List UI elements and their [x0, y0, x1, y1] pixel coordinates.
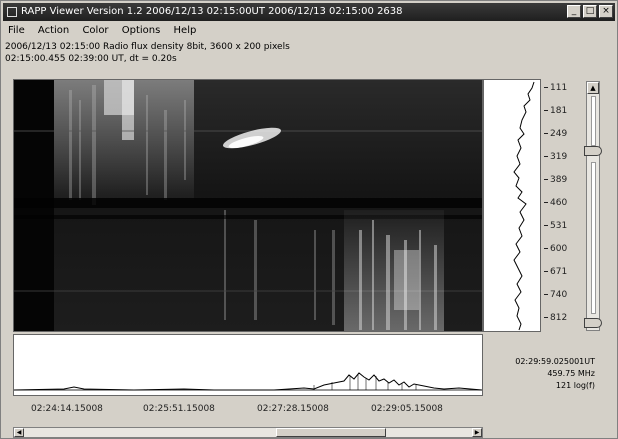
- maximize-button[interactable]: □: [583, 5, 597, 18]
- menu-action[interactable]: Action: [37, 25, 70, 36]
- menu-help[interactable]: Help: [173, 25, 197, 36]
- x-tick: 02:27:28.15008: [257, 404, 329, 414]
- x-tick: 02:29:05.15008: [371, 404, 443, 414]
- close-button[interactable]: ×: [599, 5, 613, 18]
- spectral-profile-plot: [513, 81, 535, 331]
- slider-track-upper: [591, 96, 596, 146]
- y-tick: 111: [544, 83, 567, 93]
- spectrogram-panel[interactable]: [13, 79, 483, 332]
- slider-thumb-upper[interactable]: [584, 146, 602, 156]
- menu-color[interactable]: Color: [82, 25, 109, 36]
- arrow-up-icon[interactable]: ▲: [587, 82, 599, 94]
- readout-frequency: 459.75 MHz: [547, 369, 595, 378]
- vertical-slider[interactable]: ▲: [584, 81, 602, 331]
- y-tick: 249: [544, 129, 567, 139]
- scrollbar-thumb[interactable]: [276, 428, 386, 437]
- arrow-right-icon[interactable]: ▶: [472, 428, 482, 437]
- x-tick: 02:25:51.15008: [143, 404, 215, 414]
- light-curve-panel[interactable]: [13, 334, 483, 396]
- minimize-button[interactable]: _: [567, 5, 581, 18]
- window-title: RAPP Viewer Version 1.2 2006/12/13 02:15…: [21, 6, 403, 17]
- readout-value: 121 log(f): [555, 381, 595, 390]
- spectrogram-image: [14, 80, 482, 331]
- y-tick: 531: [544, 221, 567, 231]
- x-tick: 02:24:14.15008: [31, 404, 103, 414]
- menu-options[interactable]: Options: [121, 25, 161, 36]
- menu-bar: File Action Color Options Help: [3, 22, 615, 40]
- menu-file[interactable]: File: [8, 25, 25, 36]
- y-tick: 389: [544, 175, 567, 185]
- light-curve-plot: [13, 372, 483, 391]
- y-tick: 812: [544, 313, 567, 323]
- arrow-left-icon[interactable]: ◀: [14, 428, 24, 437]
- app-icon: [7, 7, 17, 17]
- y-tick: 319: [544, 152, 567, 162]
- frequency-axis: 111 181 249 319 389 460 531 600 671 740 …: [542, 79, 582, 332]
- y-tick: 671: [544, 267, 567, 277]
- slider-thumb-lower[interactable]: [584, 318, 602, 328]
- y-tick: 600: [544, 244, 567, 254]
- horizontal-scrollbar[interactable]: ◀ ▶: [13, 427, 483, 438]
- spectral-profile-panel: [483, 79, 541, 332]
- y-tick: 181: [544, 106, 567, 116]
- y-tick: 740: [544, 290, 567, 300]
- info-line-2: 02:15:00.455 02:39:00 UT, dt = 0.20s: [5, 54, 177, 64]
- readout-time: 02:29:59.025001UT: [515, 357, 595, 366]
- title-bar: RAPP Viewer Version 1.2 2006/12/13 02:15…: [3, 3, 615, 21]
- slider-track-lower: [591, 162, 596, 314]
- y-tick: 460: [544, 198, 567, 208]
- info-line-1: 2006/12/13 02:15:00 Radio flux density 8…: [5, 42, 290, 52]
